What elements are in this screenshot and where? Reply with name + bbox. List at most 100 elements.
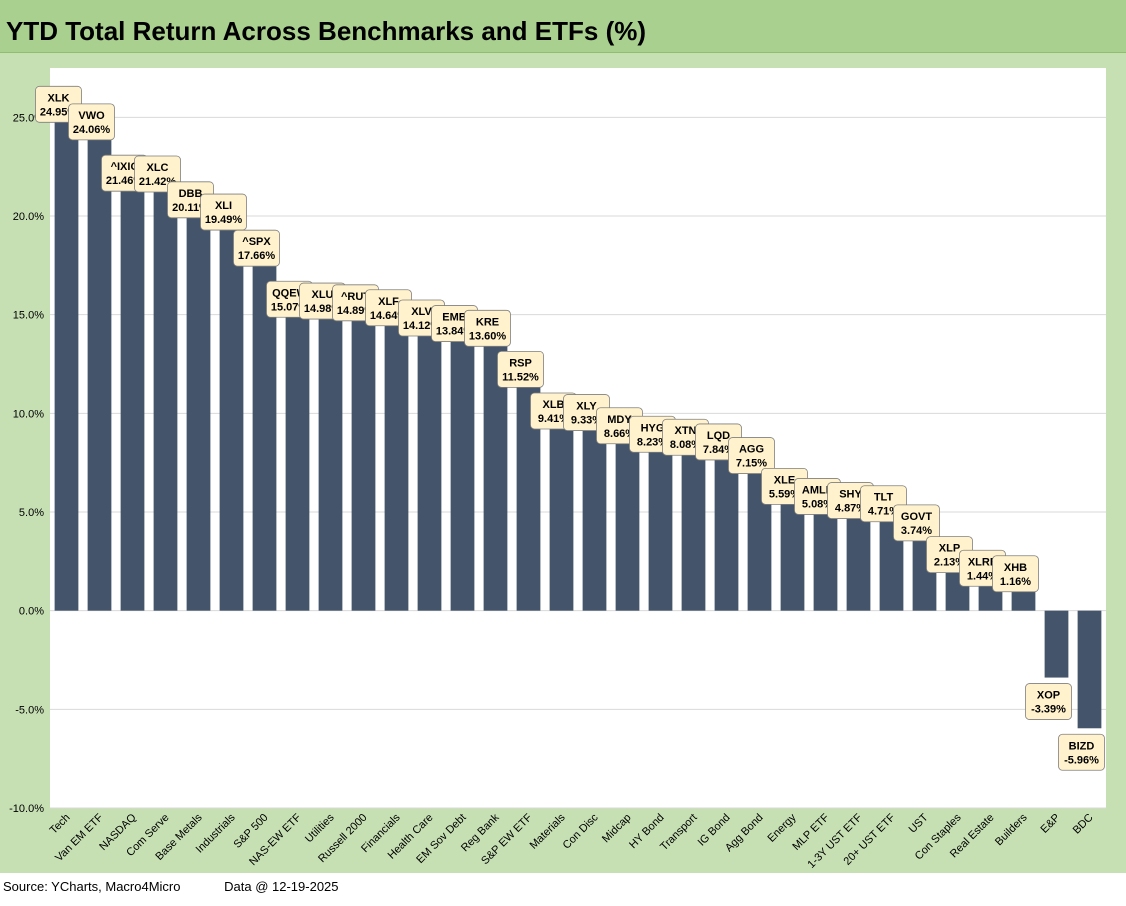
data-label-value: 5.08% xyxy=(802,498,833,510)
data-label-value: -3.39% xyxy=(1031,704,1066,716)
data-label-ticker: ^RUT xyxy=(341,291,370,303)
data-label-value: 8.66% xyxy=(604,428,635,440)
bar xyxy=(780,500,805,611)
data-label-value: 14.12% xyxy=(403,320,441,332)
data-label-ticker: XLY xyxy=(576,401,597,413)
y-tick-label: 20.0% xyxy=(13,211,44,223)
bar xyxy=(120,187,145,611)
x-category-label: Tech xyxy=(48,812,73,837)
bar xyxy=(1011,587,1036,611)
data-label-ticker: XOP xyxy=(1037,690,1060,702)
bar xyxy=(516,383,541,611)
bar xyxy=(615,439,640,611)
data-label-value: 14.64% xyxy=(370,310,408,322)
data-label-box xyxy=(893,504,940,542)
source-note: Source: YCharts, Macro4Micro xyxy=(3,879,181,894)
chart-frame: YTD Total Return Across Benchmarks and E… xyxy=(0,0,1126,873)
chart-title: YTD Total Return Across Benchmarks and E… xyxy=(6,16,647,46)
bar xyxy=(318,315,343,611)
data-label-value: 19.49% xyxy=(205,214,243,226)
data-label-value: 24.95% xyxy=(40,106,78,118)
data-date: Data @ 12-19-2025 xyxy=(224,879,339,894)
data-label-ticker: XLRE xyxy=(968,556,997,568)
data-label-value: 20.11% xyxy=(172,202,209,214)
y-tick-label: -10.0% xyxy=(9,803,44,815)
x-category-label: BDC xyxy=(1071,812,1096,837)
y-tick-label: -5.0% xyxy=(15,704,44,716)
data-label-ticker: TLT xyxy=(874,492,894,504)
plot-area: -10.0% -5.0% 0.0% 5.0% 10.0% 15.0% 20.0% 25.0% X… xyxy=(9,68,1106,871)
footer: Source: YCharts, Macro4Micro Data @ 12-1… xyxy=(3,879,339,894)
bar xyxy=(582,426,607,611)
data-label-ticker: DBB xyxy=(179,188,203,200)
data-label-ticker: RSP xyxy=(509,357,532,369)
data-label-box xyxy=(200,193,247,231)
bar xyxy=(648,448,673,611)
data-label-value: 21.46% xyxy=(106,175,144,187)
bar xyxy=(153,187,178,611)
data-label-value: 3.74% xyxy=(901,525,932,537)
y-tick-label: 5.0% xyxy=(19,507,44,519)
data-label-value: 14.89% xyxy=(337,305,375,317)
data-label-value: 8.08% xyxy=(670,439,701,451)
data-label-ticker: HYG xyxy=(641,422,665,434)
data-label-value: 9.41% xyxy=(538,413,569,425)
data-label-value: 1.44% xyxy=(967,570,998,582)
data-label-ticker: XLF xyxy=(378,296,399,308)
bar xyxy=(351,316,376,611)
data-label-ticker: BIZD xyxy=(1069,740,1095,752)
data-label-value: 4.71% xyxy=(868,506,899,518)
bar xyxy=(483,342,508,611)
data-label-value: 7.15% xyxy=(736,458,767,470)
data-label-ticker: MDY xyxy=(607,414,632,426)
data-label-value: 2.13% xyxy=(934,557,965,569)
data-label-value: 9.33% xyxy=(571,415,602,427)
data-label-box xyxy=(1058,733,1105,771)
data-label-ticker: QQEW xyxy=(272,287,307,299)
data-label-ticker: ^IXIC xyxy=(111,161,139,173)
data-label-value: 11.52% xyxy=(502,371,539,383)
y-tick-label: 10.0% xyxy=(13,408,44,420)
bar xyxy=(714,455,739,611)
data-label-value: 24.06% xyxy=(73,124,111,136)
data-label-ticker: KRE xyxy=(476,316,499,328)
data-label-ticker: XTN xyxy=(675,425,697,437)
x-category-label: Builders xyxy=(993,811,1030,848)
bar xyxy=(87,135,112,611)
bar xyxy=(549,424,574,611)
data-label-value: 4.87% xyxy=(835,503,866,515)
bar xyxy=(54,118,79,611)
y-tick-label: 15.0% xyxy=(13,310,44,322)
data-label-ticker: XLP xyxy=(939,543,960,555)
bar xyxy=(219,226,244,611)
data-label-value: 21.42% xyxy=(139,176,177,188)
data-label-box xyxy=(464,309,511,347)
bar xyxy=(846,514,871,611)
bar xyxy=(681,451,706,611)
data-label-value: 1.16% xyxy=(1000,576,1031,588)
bar-chart: -10.0%-5.0%0.0%5.0%10.0%15.0%20.0%25.0%X… xyxy=(9,85,1106,871)
data-label-ticker: XLK xyxy=(48,92,70,104)
bar xyxy=(384,321,409,611)
bar xyxy=(1044,610,1069,678)
data-label-value: 14.98% xyxy=(304,303,342,315)
data-label-value: 8.23% xyxy=(637,436,668,448)
data-label-ticker: XLI xyxy=(215,200,232,212)
bar xyxy=(813,510,838,611)
data-label-value: 15.07% xyxy=(271,301,309,313)
x-category-label: UST xyxy=(907,811,931,835)
data-label-value: 5.59% xyxy=(769,488,800,500)
data-label-ticker: EMB xyxy=(442,312,467,324)
data-label-ticker: AMLP xyxy=(802,484,833,496)
data-label-ticker: ^SPX xyxy=(242,236,271,248)
data-label-value: 13.60% xyxy=(469,330,507,342)
data-label-box xyxy=(728,437,775,474)
bar xyxy=(747,469,772,611)
x-category-label: E&P xyxy=(1039,812,1063,836)
data-label-ticker: XLE xyxy=(774,474,795,486)
data-label-box xyxy=(497,350,544,388)
data-label-box xyxy=(233,229,280,267)
data-label-ticker: XLV xyxy=(411,306,432,318)
data-label-ticker: AGG xyxy=(739,444,764,456)
data-label-value: 7.84% xyxy=(703,444,734,456)
